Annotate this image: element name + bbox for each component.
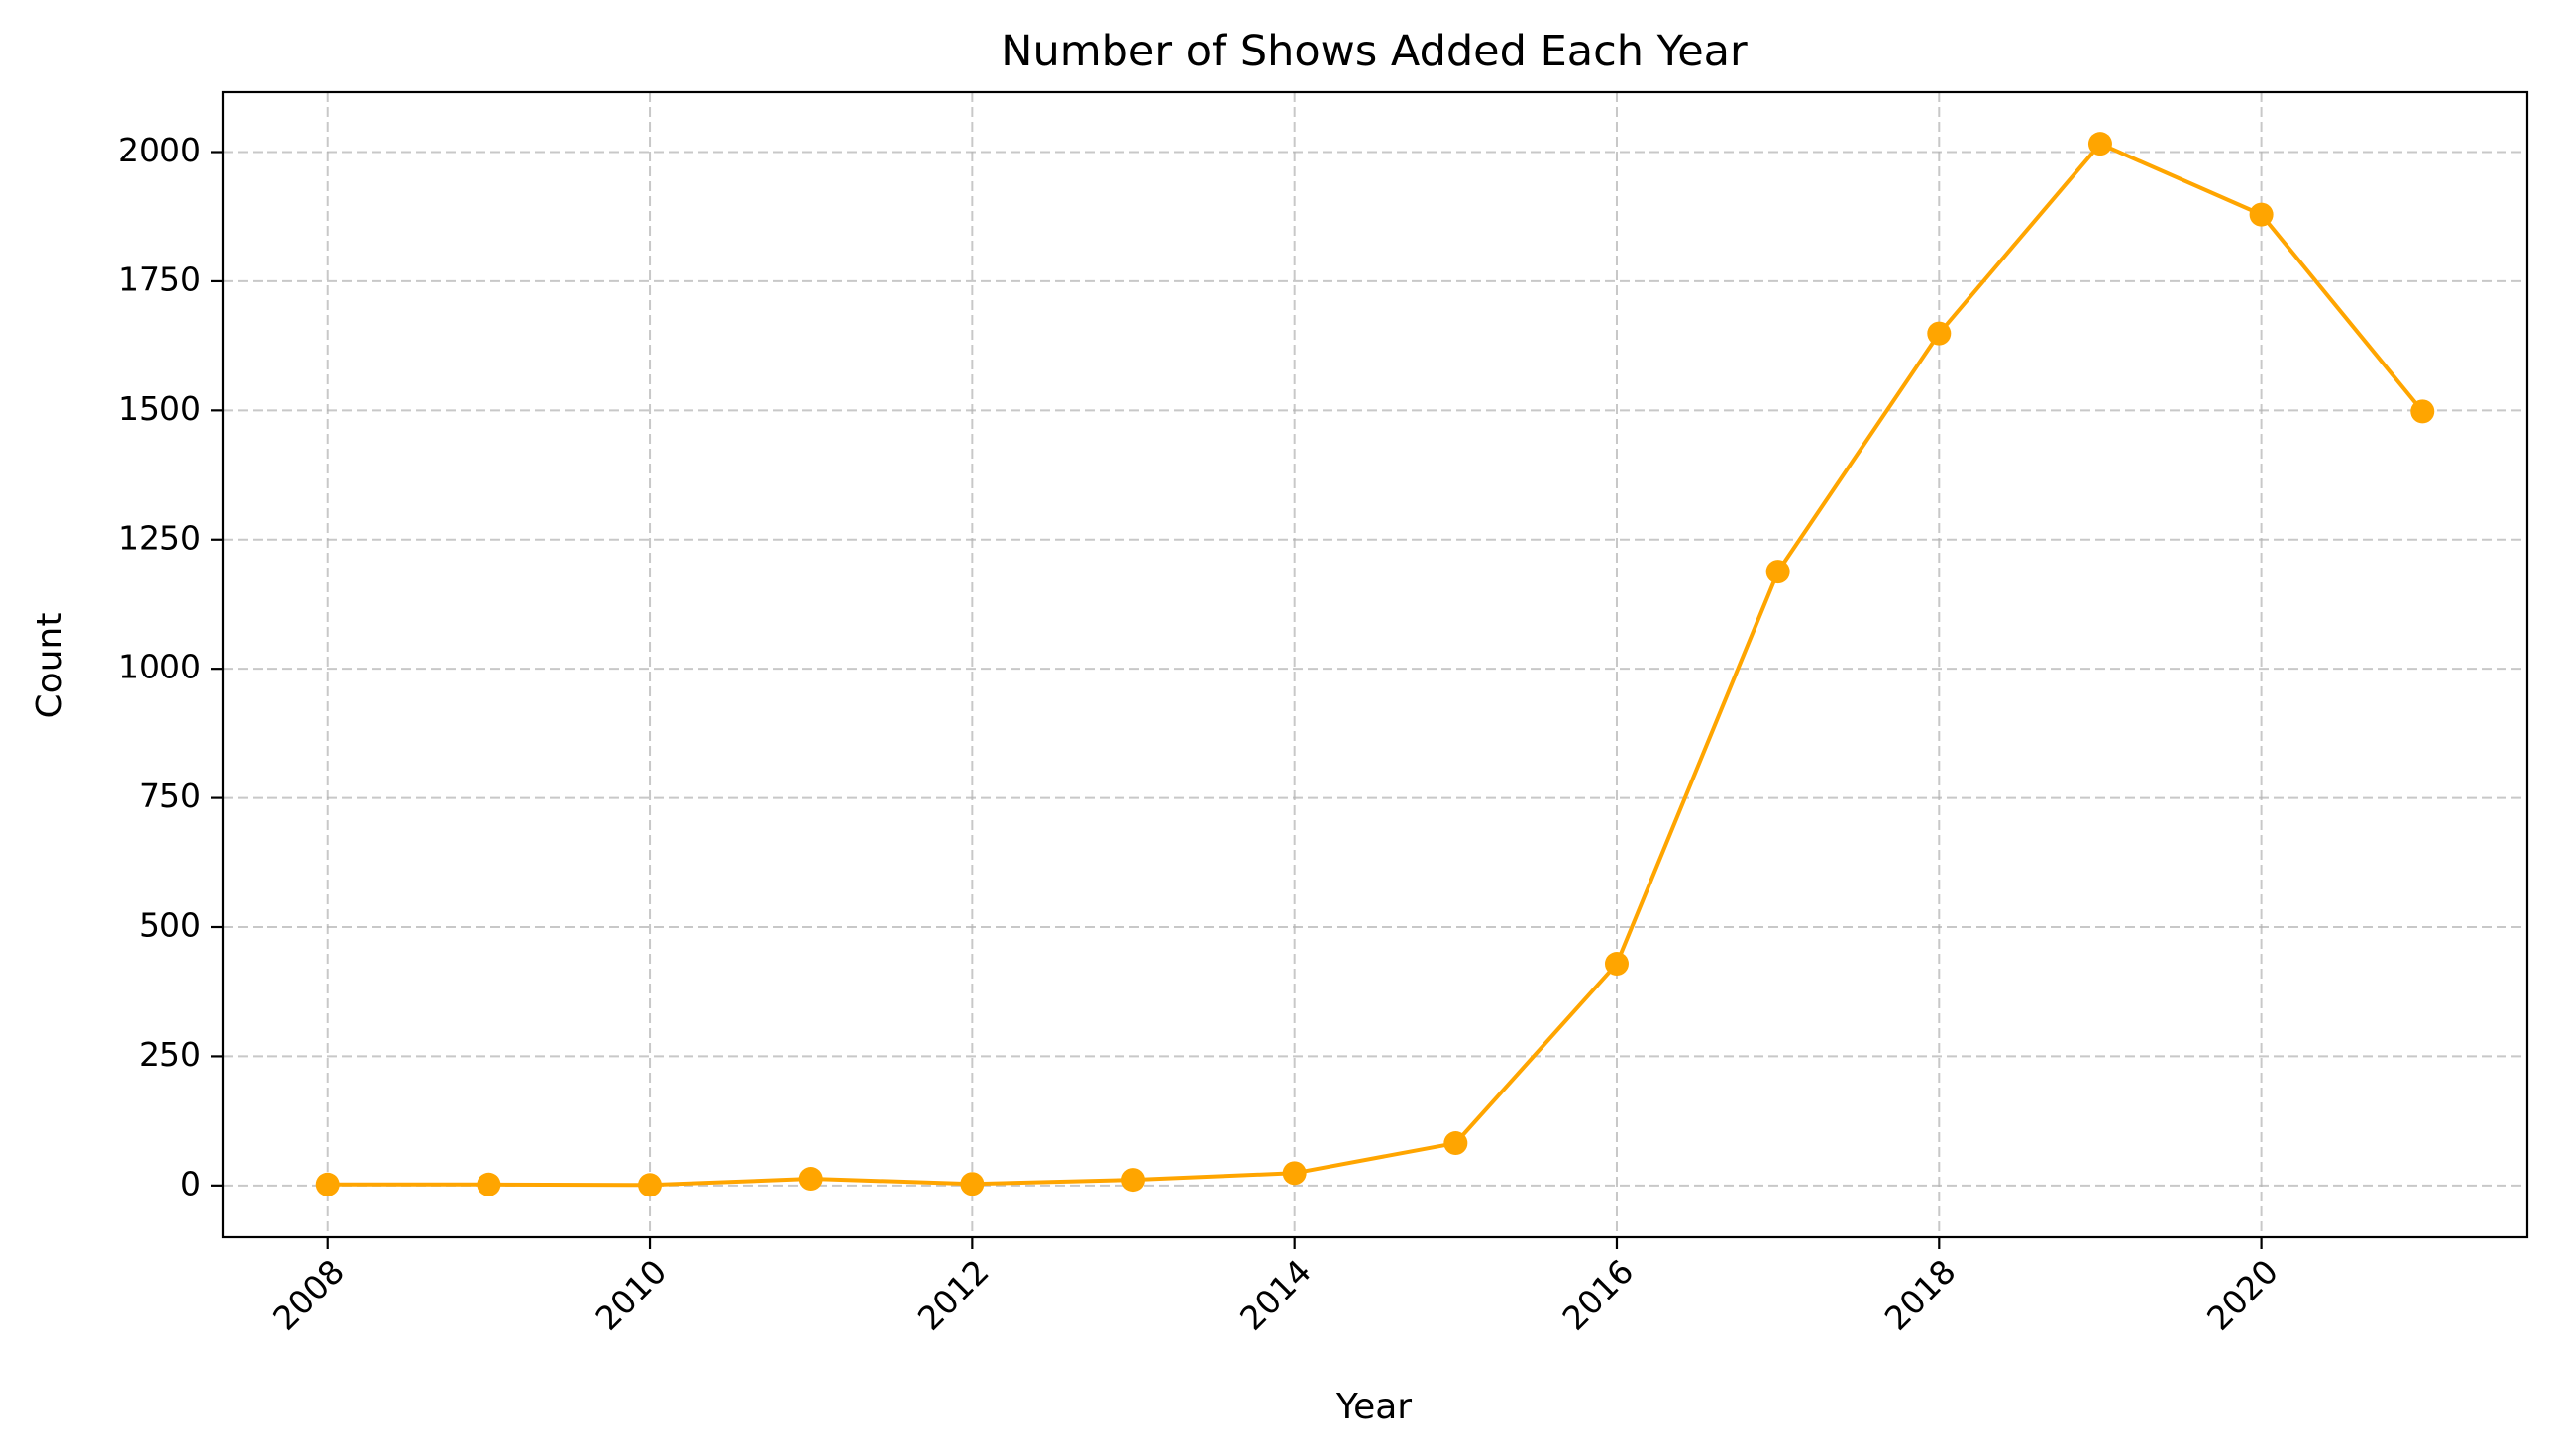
data-point: [1604, 952, 1629, 977]
data-point: [1121, 1168, 1146, 1193]
data-point: [1765, 560, 1790, 584]
data-point: [1927, 321, 1952, 346]
x-tick-label: 2014: [1232, 1252, 1319, 1338]
x-tick-label: 2008: [266, 1252, 352, 1338]
y-tick-label: 1000: [118, 648, 201, 686]
x-tick-label: 2018: [1877, 1252, 1964, 1338]
data-point: [1443, 1131, 1468, 1156]
y-tick-label: 1250: [118, 518, 201, 557]
grid-lines: [223, 92, 2527, 1237]
data-point: [1282, 1161, 1307, 1186]
y-tick-label: 0: [180, 1164, 201, 1202]
series-layer: [315, 132, 2435, 1197]
series-line: [325, 142, 2425, 1188]
x-tick-label: 2020: [2199, 1252, 2286, 1338]
y-tick-label: 2000: [118, 131, 201, 169]
plot-area-frame: [221, 90, 2529, 1239]
data-point: [960, 1172, 985, 1196]
data-point: [315, 1172, 340, 1196]
x-tick-label: 2016: [1554, 1252, 1641, 1338]
data-point: [2410, 399, 2435, 424]
data-point: [477, 1172, 501, 1196]
data-point: [2249, 202, 2274, 227]
y-tick-label: 1750: [118, 260, 201, 298]
chart-title: Number of Shows Added Each Year: [1001, 27, 1748, 76]
x-axis-title: Year: [1335, 1387, 1412, 1427]
data-point: [2087, 132, 2112, 156]
y-axis-title: Count: [30, 613, 70, 719]
y-tick-label: 750: [139, 777, 201, 815]
y-axis-ticks: 0 250 500 750 1000 1250 1500 1750 2000: [118, 131, 223, 1202]
y-tick-label: 250: [139, 1035, 201, 1074]
y-tick-label: 1500: [118, 389, 201, 428]
data-point: [798, 1167, 823, 1192]
x-axis-ticks: 2008 2010 2012 2014 2016 2018 2020: [266, 1237, 2286, 1338]
x-tick-label: 2012: [910, 1252, 997, 1338]
data-point: [638, 1173, 663, 1197]
x-tick-label: 2010: [587, 1252, 674, 1338]
y-tick-label: 500: [139, 906, 201, 945]
